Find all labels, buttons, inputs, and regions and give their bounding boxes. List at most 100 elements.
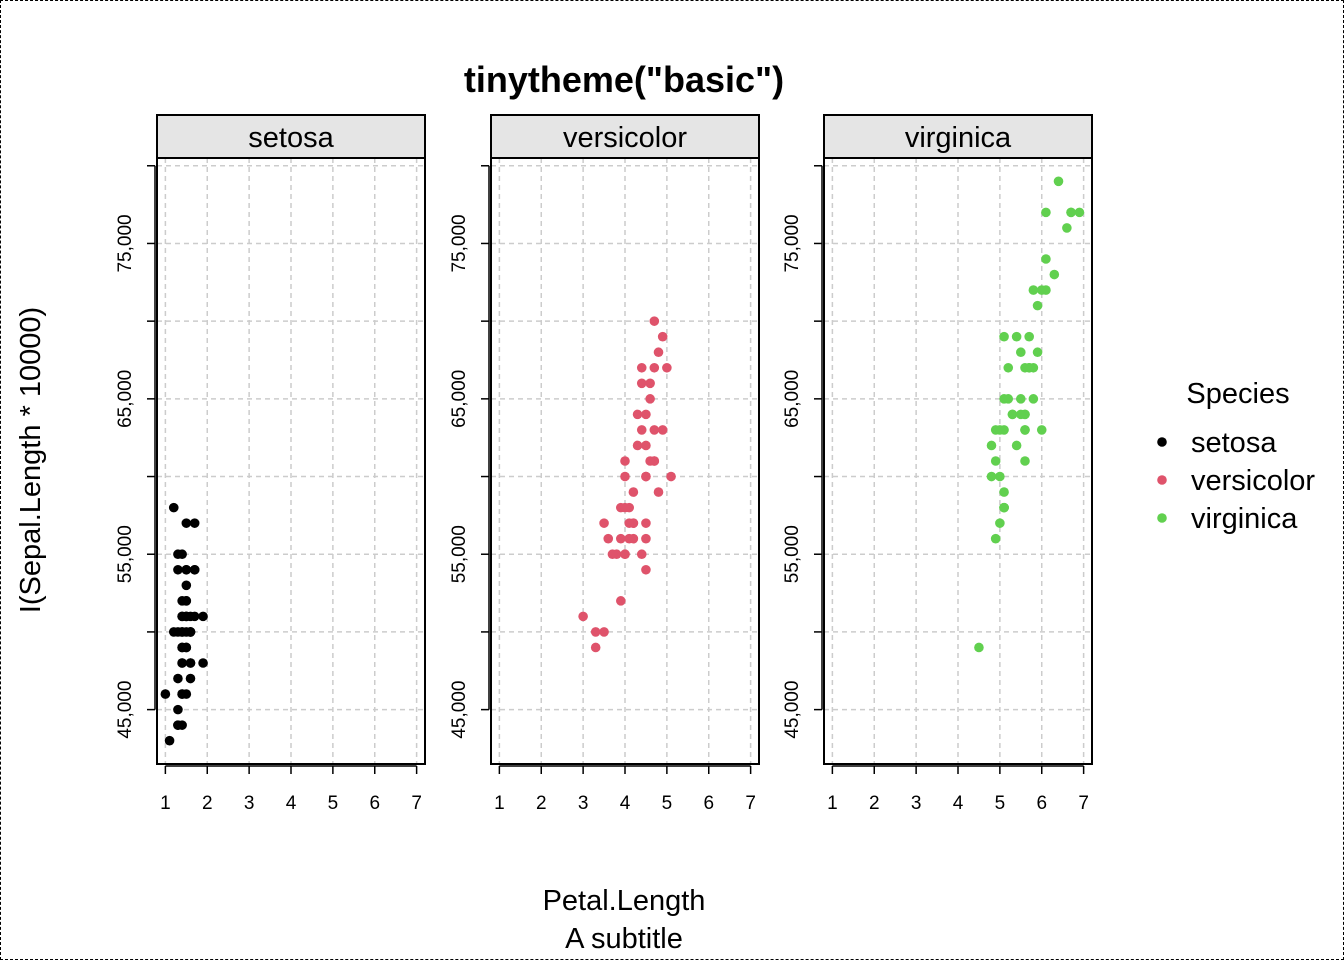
data-point: [620, 502, 630, 513]
data-point: [177, 627, 187, 637]
data-point: [599, 518, 609, 528]
data-point: [198, 658, 208, 668]
data-point: [1062, 223, 1072, 233]
data-point: [628, 533, 639, 544]
data-point: [986, 440, 997, 451]
legend-label-versicolor: versicolor: [1191, 465, 1315, 497]
data-point: [657, 425, 668, 435]
data-point: [1024, 331, 1034, 342]
data-point: [995, 518, 1005, 528]
y-axis-label: I(Sepal.Length * 10000): [15, 307, 47, 613]
facet-panel-versicolor: versicolor 1 2 3 4 5 6 7 45,000 55,000 65,000 75,00…: [449, 114, 760, 814]
data-point: [645, 378, 655, 389]
grid-lines: [157, 158, 425, 764]
data-point: [1066, 207, 1076, 218]
data-point: [1036, 285, 1047, 295]
data-point: [636, 362, 647, 373]
x-tick-label: 3: [244, 793, 255, 814]
x-tick-label: 2: [869, 793, 880, 814]
data-point: [1049, 269, 1060, 280]
data-point: [999, 487, 1009, 497]
data-point: [173, 549, 183, 560]
data-point: [181, 518, 192, 528]
grid-lines: [491, 158, 759, 764]
x-axis: 1 2 3 4 5 6 7: [494, 765, 756, 814]
y-tick-label: 45,000: [449, 681, 470, 739]
facet-panel-virginica: virginica 1 2 3 4 5 6 7 45,000 55,000 65,000 75,000: [782, 114, 1093, 814]
y-tick-label: 65,000: [782, 370, 803, 428]
data-point: [1028, 394, 1039, 404]
data-point: [189, 518, 200, 528]
data-point: [995, 425, 1005, 435]
facet-panel-setosa: setosa 1 2 3 4 5 6 7 45,000 55,000 65,000 75,000: [115, 114, 426, 814]
panel-frame: [823, 157, 1093, 765]
legend-swatch-setosa: [1157, 437, 1167, 447]
data-point: [1007, 409, 1018, 420]
strip-label-virginica: virginica: [905, 122, 1012, 154]
data-point: [173, 704, 183, 715]
legend: Species setosa versicolor virginica: [1157, 378, 1315, 535]
chart-subtitle: A subtitle: [565, 923, 683, 955]
data-point: [1028, 285, 1039, 295]
data-point: [653, 487, 664, 497]
data-point: [1016, 409, 1026, 420]
x-tick-label: 4: [620, 793, 631, 814]
data-point: [1003, 362, 1014, 373]
x-tick-label: 5: [995, 793, 1006, 814]
data-point: [1020, 425, 1030, 435]
x-tick-label: 5: [662, 793, 673, 814]
data-point: [590, 642, 601, 653]
x-tick-label: 7: [1078, 793, 1089, 814]
y-axis: 45,000 55,000 65,000 75,000: [782, 165, 823, 739]
data-point: [177, 642, 187, 653]
data-point: [185, 673, 196, 684]
data-point: [185, 627, 196, 637]
data-point: [168, 502, 179, 513]
data-point: [181, 564, 192, 575]
data-point: [603, 533, 614, 544]
data-point: [641, 440, 651, 451]
x-tick-label: 1: [827, 793, 838, 814]
data-point: [641, 471, 651, 482]
data-point: [649, 362, 660, 373]
data-point: [578, 611, 588, 622]
x-tick-label: 5: [328, 793, 339, 814]
data-point: [189, 564, 200, 575]
data-point: [624, 518, 634, 528]
data-point: [1024, 362, 1034, 373]
panel-frame: [490, 157, 760, 765]
x-tick-label: 1: [494, 793, 505, 814]
x-axis: 1 2 3 4 5 6 7: [160, 765, 422, 814]
data-point: [590, 627, 601, 637]
data-point: [662, 362, 672, 373]
data-point: [990, 456, 1001, 466]
data-point: [990, 533, 1001, 544]
series-virginica: [974, 176, 1085, 653]
data-point: [641, 533, 651, 544]
data-point: [1041, 207, 1051, 218]
strip-background: [823, 114, 1093, 159]
y-axis: 45,000 55,000 65,000 75,000: [115, 165, 156, 739]
data-point: [1032, 347, 1043, 358]
data-point: [164, 735, 175, 746]
data-point: [620, 456, 630, 466]
x-tick-label: 6: [369, 793, 380, 814]
data-point: [616, 596, 626, 606]
x-tick-label: 6: [703, 793, 714, 814]
x-tick-label: 3: [578, 793, 589, 814]
data-point: [666, 471, 676, 482]
panel-frame: [156, 157, 426, 765]
x-tick-label: 4: [953, 793, 964, 814]
data-point: [632, 440, 643, 451]
strip-background: [490, 114, 760, 159]
data-point: [1011, 331, 1022, 342]
legend-label-virginica: virginica: [1191, 503, 1298, 535]
data-point: [1074, 207, 1085, 218]
y-tick-label: 65,000: [115, 370, 136, 428]
series-versicolor: [578, 316, 676, 653]
data-point: [173, 673, 183, 684]
x-tick-label: 6: [1036, 793, 1047, 814]
y-tick-label: 55,000: [115, 525, 136, 583]
